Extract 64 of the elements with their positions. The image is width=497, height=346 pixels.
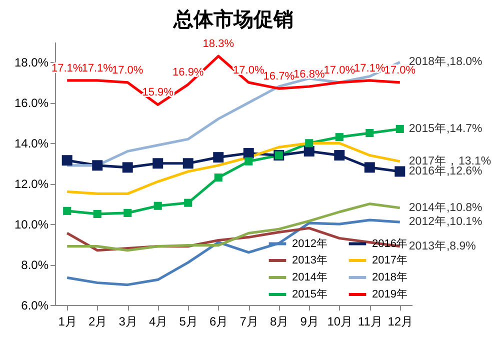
point [93, 210, 102, 218]
point [304, 146, 314, 156]
y-tick-label: 12.0% [14, 177, 49, 192]
x-tick-label: 9月 [300, 314, 319, 328]
point [244, 157, 253, 166]
x-tick-label: 5月 [179, 314, 198, 328]
data-label: 17.1% [52, 62, 83, 74]
point [124, 208, 132, 217]
x-tick-label: 8月 [270, 314, 289, 328]
legend-label: 2016年 [372, 238, 408, 250]
point [396, 124, 404, 134]
legend-label: 2015年 [292, 288, 328, 300]
data-label: 16.7% [263, 70, 295, 83]
point [182, 158, 194, 169]
x-tick-label: 4月 [149, 314, 168, 328]
point [214, 174, 222, 182]
point [334, 150, 345, 161]
point [364, 162, 375, 173]
data-label: 16.8% [294, 68, 325, 81]
data-label: 18.3% [202, 38, 234, 50]
point [184, 198, 192, 207]
y-tick-label: 18.0% [14, 56, 49, 70]
x-tick-label: 1月 [58, 314, 77, 328]
y-tick-label: 14.0% [14, 136, 49, 151]
point [63, 206, 72, 215]
point [335, 133, 344, 142]
x-tick-label: 6月 [210, 314, 228, 328]
data-label: 17.0% [112, 64, 144, 76]
data-label: 17.1% [354, 62, 386, 74]
x-tick-label: 3月 [118, 314, 138, 328]
x-tick-label: 10月 [327, 314, 353, 328]
annotation: 2015年,14.7% [408, 122, 482, 135]
chart-title: 总体市场促销 [172, 8, 294, 32]
point [152, 158, 164, 169]
data-label: 17.0% [324, 64, 356, 76]
annotation: 2013年,8.9% [408, 239, 476, 252]
x-tick-label: 11月 [358, 314, 382, 328]
x-tick-label: 12月 [388, 314, 414, 328]
y-tick-label: 10.0% [14, 218, 49, 232]
data-label: 17.1% [82, 62, 114, 74]
point [213, 152, 224, 163]
data-label: 15.9% [142, 86, 174, 99]
legend-label: 2018年 [372, 272, 408, 284]
point [122, 162, 133, 173]
x-tick-label: 7月 [240, 314, 258, 328]
legend-label: 2017年 [372, 254, 408, 266]
point [305, 139, 314, 148]
legend-label: 2019年 [372, 288, 408, 300]
x-tick-label: 2月 [88, 314, 108, 328]
legend-label: 2014年 [292, 272, 328, 284]
annotation: 2017年，13.1% [408, 154, 492, 168]
y-tick-label: 16.0% [14, 96, 49, 110]
legend-label: 2013年 [292, 254, 328, 266]
y-tick-label: 8.0% [21, 258, 49, 272]
annotation: 2014年,10.8% [408, 200, 482, 214]
y-tick-label: 6.0% [21, 298, 49, 312]
point [62, 155, 72, 166]
point [394, 166, 406, 177]
point [154, 202, 162, 210]
annotation: 2012年,10.1% [408, 215, 482, 228]
point [243, 148, 254, 159]
point [92, 160, 103, 171]
legend-label: 2012年 [292, 238, 328, 250]
point [366, 129, 374, 138]
